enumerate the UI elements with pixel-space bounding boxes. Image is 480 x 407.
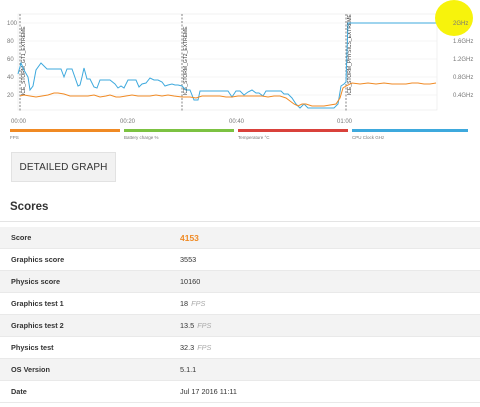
yellow-highlight-mark bbox=[435, 0, 473, 36]
score-value: 4153 bbox=[180, 232, 199, 243]
legend-cpu-swatch bbox=[352, 129, 468, 132]
y-right-tick-top: 2GHz bbox=[453, 21, 468, 27]
legend-temperature-label: Temperature °C bbox=[238, 135, 270, 140]
score-label: OS Version bbox=[11, 365, 50, 374]
score-label: Graphics test 2 bbox=[11, 321, 64, 330]
graph-canvas: 100 80 60 40 20 2GHz 1.6GHz 1.2GHz 0.8GH… bbox=[7, 13, 473, 140]
highlight-label-layer: 2GHz bbox=[453, 21, 468, 27]
score-row: Physics test 32.3 FPS bbox=[0, 337, 480, 359]
score-row: Physics score 10160 bbox=[0, 271, 480, 293]
legend-temperature-swatch bbox=[238, 129, 348, 132]
score-number: 18 bbox=[180, 299, 189, 308]
y-left-tick: 20 bbox=[7, 93, 14, 99]
score-row: OS Version 5.1.1 bbox=[0, 359, 480, 381]
detailed-graph-button[interactable]: DETAILED GRAPH bbox=[11, 152, 116, 182]
score-unit: FPS bbox=[191, 299, 206, 308]
score-value: 18 FPS bbox=[180, 299, 205, 308]
y-right-tick: 1.6GHz bbox=[453, 39, 473, 45]
score-label: Date bbox=[11, 387, 27, 396]
y-right-tick: 0.8GHz bbox=[453, 75, 473, 81]
score-label: Score bbox=[11, 233, 32, 242]
performance-graph: 100 80 60 40 20 2GHz 1.6GHz 1.2GHz 0.8GH… bbox=[0, 0, 480, 145]
score-label: Physics score bbox=[11, 277, 61, 286]
score-number: 32.3 bbox=[180, 343, 195, 352]
x-tick: 01:00 bbox=[337, 119, 353, 125]
y-left-tick: 100 bbox=[7, 21, 18, 27]
y-left-tick: 60 bbox=[7, 57, 14, 63]
y-left-tick: 40 bbox=[7, 75, 14, 81]
score-row: Graphics score 3553 bbox=[0, 249, 480, 271]
score-value: 13.5 FPS bbox=[180, 321, 211, 330]
scores-heading: Scores bbox=[10, 201, 49, 213]
score-row: Score 4153 bbox=[0, 227, 480, 249]
score-value: 3553 bbox=[180, 255, 197, 264]
score-value: 32.3 FPS bbox=[180, 343, 211, 352]
score-row: Date Jul 17 2016 11:11 bbox=[0, 381, 480, 403]
score-label: Graphics test 1 bbox=[11, 299, 64, 308]
fps-line bbox=[19, 82, 437, 107]
score-value: 10160 bbox=[180, 277, 201, 286]
legend-cpu-label: CPU Clock GHz bbox=[352, 135, 385, 140]
score-label: Physics test bbox=[11, 343, 54, 352]
plot-frame bbox=[17, 13, 438, 111]
legend-fps-label: FPS bbox=[10, 135, 19, 140]
x-tick: 00:00 bbox=[11, 119, 27, 125]
score-value: 5.1.1 bbox=[180, 365, 197, 374]
score-number: 13.5 bbox=[180, 321, 195, 330]
legend-fps-swatch bbox=[10, 129, 120, 132]
legend-battery-label: Battery charge % bbox=[124, 135, 159, 140]
section-label-gt1: ICE_STORM_GT1_EXTREME bbox=[21, 26, 27, 95]
y-left-tick: 80 bbox=[7, 39, 14, 45]
score-unit: FPS bbox=[197, 321, 212, 330]
cpu-clock-line bbox=[17, 22, 437, 109]
section-label-physics: ICE_STORM_PHYSICS_EXTREME bbox=[347, 14, 353, 95]
score-row: Graphics test 2 13.5 FPS bbox=[0, 315, 480, 337]
y-right-tick: 0.4GHz bbox=[453, 93, 473, 99]
y-right-tick: 1.2GHz bbox=[453, 57, 473, 63]
x-tick: 00:20 bbox=[120, 119, 136, 125]
score-label: Graphics score bbox=[11, 255, 65, 264]
score-unit: FPS bbox=[197, 343, 212, 352]
section-label-gt2: ICE_STORM_GT2_EXTREME bbox=[183, 26, 189, 95]
scores-divider bbox=[0, 221, 480, 222]
x-tick: 00:40 bbox=[229, 119, 245, 125]
score-row: Graphics test 1 18 FPS bbox=[0, 293, 480, 315]
legend-battery-swatch bbox=[124, 129, 234, 132]
score-value: Jul 17 2016 11:11 bbox=[180, 387, 237, 396]
